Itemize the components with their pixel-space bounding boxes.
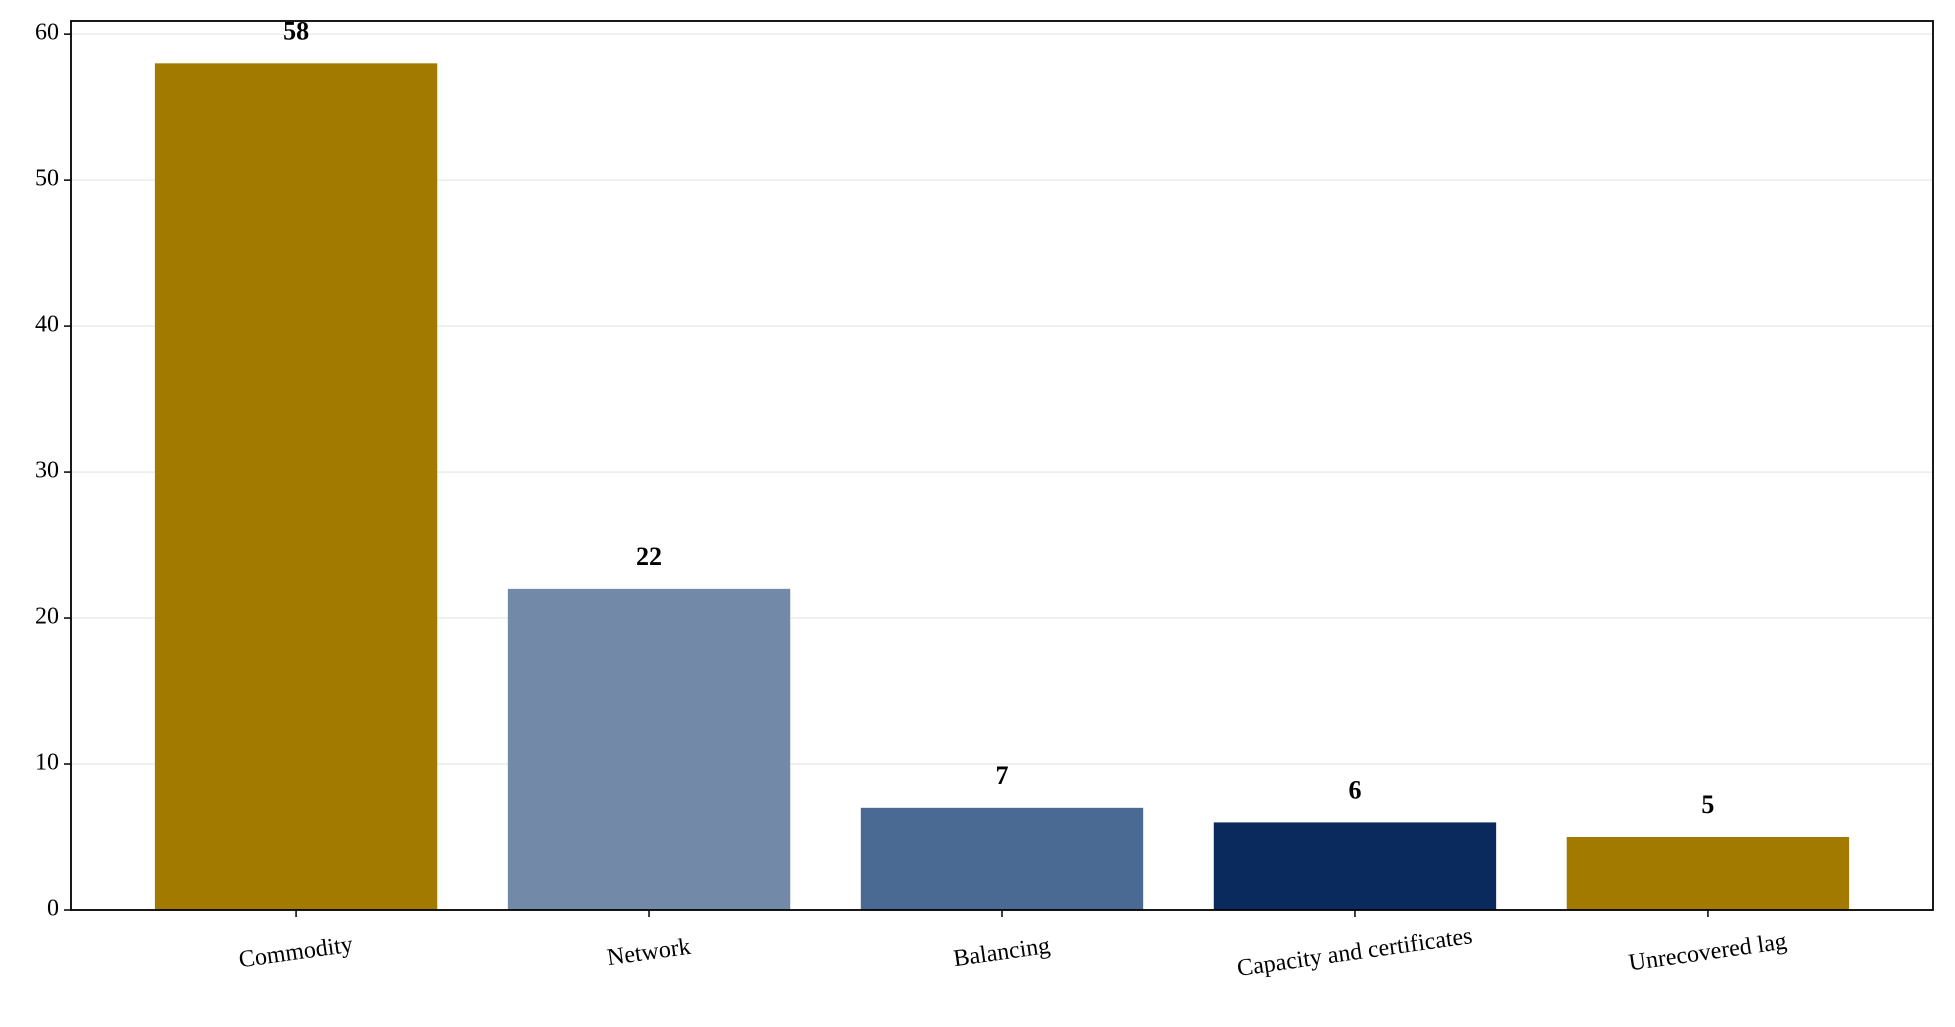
x-tick-label: Balancing (952, 933, 1052, 972)
y-tick-label: 40 (35, 312, 59, 338)
value-label: 22 (636, 542, 662, 571)
bar (507, 588, 791, 910)
plot-frame (70, 20, 1934, 911)
x-tick-label: Unrecovered lag (1627, 929, 1788, 977)
value-label: 7 (996, 761, 1009, 790)
y-tick-label: 20 (35, 604, 59, 630)
x-tick-label: Commodity (237, 932, 354, 974)
bar (860, 807, 1144, 910)
value-label: 6 (1348, 775, 1361, 804)
x-tick-label: Network (605, 934, 692, 971)
y-tick-label: 10 (35, 750, 59, 776)
bar (1566, 837, 1850, 910)
bar (154, 63, 438, 911)
bar (1213, 822, 1497, 910)
y-tick-label: 60 (35, 20, 59, 46)
value-label: 5 (1701, 790, 1714, 819)
y-tick-label: 0 (47, 896, 59, 922)
x-tick-label: Capacity and certificates (1235, 923, 1474, 982)
y-tick-label: 30 (35, 458, 59, 484)
y-tick-label: 50 (35, 166, 59, 192)
